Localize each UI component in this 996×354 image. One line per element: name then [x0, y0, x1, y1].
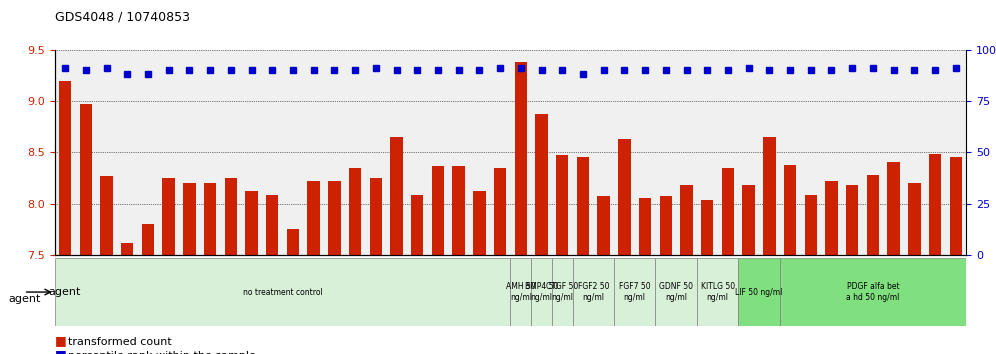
FancyBboxPatch shape	[552, 258, 573, 326]
FancyBboxPatch shape	[531, 258, 552, 326]
Text: CTGF 50
ng/ml: CTGF 50 ng/ml	[546, 282, 579, 302]
Bar	[162, 178, 175, 255]
Bar	[494, 168, 506, 255]
Bar	[659, 196, 672, 255]
Bar	[577, 158, 590, 255]
Text: FGF2 50
ng/ml: FGF2 50 ng/ml	[578, 282, 609, 302]
Bar	[929, 154, 941, 255]
Bar	[101, 176, 113, 255]
Bar	[329, 181, 341, 255]
Bar	[266, 195, 279, 255]
Text: KITLG 50
ng/ml: KITLG 50 ng/ml	[700, 282, 735, 302]
Bar	[411, 195, 423, 255]
Text: BMP4 50
ng/ml: BMP4 50 ng/ml	[525, 282, 558, 302]
Bar	[122, 242, 133, 255]
Bar	[535, 114, 548, 255]
Bar	[908, 183, 920, 255]
Text: ■: ■	[55, 348, 67, 354]
Text: transformed count: transformed count	[68, 337, 171, 347]
FancyBboxPatch shape	[55, 258, 511, 326]
Bar	[763, 137, 776, 255]
Bar	[680, 185, 693, 255]
FancyBboxPatch shape	[655, 258, 697, 326]
Bar	[826, 181, 838, 255]
Text: PDGF alfa bet
a hd 50 ng/ml: PDGF alfa bet a hd 50 ng/ml	[847, 282, 899, 302]
Text: agent: agent	[8, 294, 41, 304]
FancyBboxPatch shape	[738, 258, 780, 326]
Bar	[349, 168, 362, 255]
Bar	[722, 168, 734, 255]
Text: LIF 50 ng/ml: LIF 50 ng/ml	[735, 287, 783, 297]
Bar	[598, 196, 610, 255]
Bar	[867, 175, 879, 255]
Bar	[204, 183, 216, 255]
Text: AMH 50
ng/ml: AMH 50 ng/ml	[506, 282, 536, 302]
Bar	[949, 158, 962, 255]
Bar	[805, 195, 817, 255]
FancyBboxPatch shape	[511, 258, 531, 326]
Bar	[308, 181, 320, 255]
Bar	[784, 165, 796, 255]
Bar	[390, 137, 402, 255]
Bar	[245, 191, 258, 255]
Bar	[287, 229, 299, 255]
Bar	[431, 166, 444, 255]
Bar	[556, 155, 569, 255]
Text: no treatment control: no treatment control	[243, 287, 323, 297]
Bar	[59, 81, 72, 255]
Bar	[452, 166, 465, 255]
Bar	[701, 200, 713, 255]
Text: percentile rank within the sample: percentile rank within the sample	[68, 351, 256, 354]
Bar	[183, 183, 195, 255]
Text: ■: ■	[55, 334, 67, 347]
Bar	[515, 62, 527, 255]
Bar	[638, 198, 651, 255]
Bar	[887, 162, 899, 255]
Text: FGF7 50
ng/ml: FGF7 50 ng/ml	[619, 282, 650, 302]
FancyBboxPatch shape	[780, 258, 966, 326]
Bar	[370, 178, 382, 255]
Bar	[473, 191, 486, 255]
Bar	[846, 185, 859, 255]
Text: GDNF 50
ng/ml: GDNF 50 ng/ml	[659, 282, 693, 302]
FancyBboxPatch shape	[573, 258, 614, 326]
Bar	[225, 178, 237, 255]
Bar	[141, 224, 154, 255]
Bar	[80, 104, 92, 255]
FancyBboxPatch shape	[697, 258, 738, 326]
FancyBboxPatch shape	[614, 258, 655, 326]
Bar	[742, 185, 755, 255]
Text: agent: agent	[49, 287, 81, 297]
Text: GDS4048 / 10740853: GDS4048 / 10740853	[55, 11, 190, 24]
Bar	[619, 139, 630, 255]
